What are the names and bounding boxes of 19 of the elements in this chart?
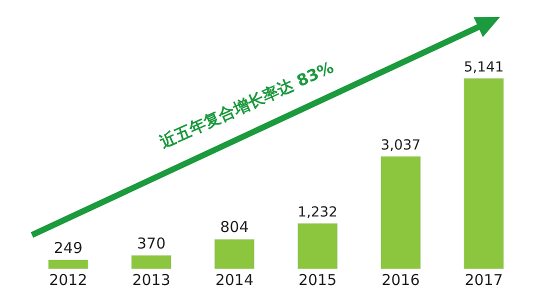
data-label: 3,037 bbox=[380, 138, 421, 154]
x-tick-label: 2017 bbox=[464, 271, 503, 289]
x-tick-label: 2013 bbox=[132, 271, 170, 289]
x-tick-label: 2014 bbox=[215, 271, 254, 289]
x-tick-label: 2012 bbox=[49, 271, 88, 289]
data-label: 370 bbox=[136, 234, 166, 252]
data-label: 1,232 bbox=[298, 204, 338, 221]
bar bbox=[48, 260, 88, 269]
data-label: 249 bbox=[54, 238, 83, 257]
bar bbox=[380, 156, 421, 269]
annotation: 近五年复合增长率达 83% bbox=[156, 58, 336, 152]
data-label: 804 bbox=[220, 218, 249, 236]
data-label: 5,141 bbox=[464, 60, 504, 76]
x-tick-label: 2015 bbox=[298, 271, 337, 289]
bar bbox=[131, 255, 172, 269]
bar bbox=[214, 238, 255, 269]
x-tick-label: 2016 bbox=[382, 271, 420, 289]
bar bbox=[297, 223, 338, 269]
bar bbox=[464, 78, 504, 269]
